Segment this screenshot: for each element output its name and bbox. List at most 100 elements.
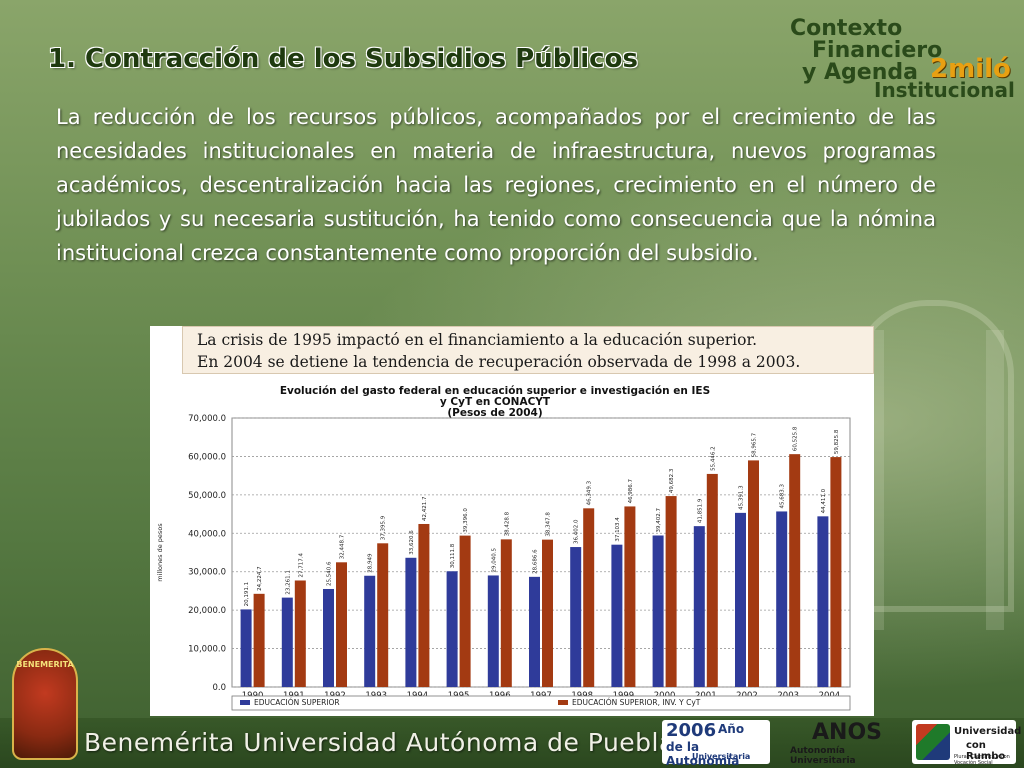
bar-educacion-superior bbox=[529, 576, 540, 687]
bar-educacion-superior-inv-cyt bbox=[706, 473, 718, 687]
badge3-line-3: Plural, Científica y con Vocación Social bbox=[954, 754, 1010, 766]
notice-line-2: En 2004 se detiene la tendencia de recup… bbox=[197, 353, 801, 371]
badge-year: 2006 bbox=[666, 720, 717, 741]
badge-line-2: de la Autonomía bbox=[666, 740, 740, 768]
badge3-line-1: Universidad bbox=[954, 726, 1022, 737]
data-label: 46,349.3 bbox=[587, 480, 593, 505]
slide-title: 1. Contracción de los Subsidios Públicos bbox=[48, 44, 638, 74]
chart-figure: La crisis de 1995 impactó en el financia… bbox=[150, 326, 874, 716]
buap-seal-icon bbox=[12, 648, 78, 760]
legend-label: EDUCACIÓN SUPERIOR, INV. Y CyT bbox=[572, 698, 701, 707]
data-label: 45,683.3 bbox=[780, 483, 786, 508]
data-label: 30,111.8 bbox=[450, 543, 456, 568]
data-label: 28,686.6 bbox=[533, 549, 539, 574]
y-axis-label: millones de pesos bbox=[156, 523, 164, 582]
bar-educacion-superior bbox=[693, 526, 705, 687]
data-label: 27,717.4 bbox=[298, 552, 304, 577]
y-tick-label: 0.0 bbox=[212, 683, 226, 693]
logo-line-3: y Agenda bbox=[802, 60, 918, 85]
anos-autonomia-badge: ANOS Autonomía Universitaria bbox=[790, 720, 902, 766]
legend-label: EDUCACIÓN SUPERIOR bbox=[254, 698, 340, 707]
legend-swatch bbox=[558, 700, 568, 705]
bar-educacion-superior bbox=[735, 512, 746, 687]
bar-educacion-superior-inv-cyt bbox=[294, 580, 306, 687]
y-tick-label: 20,000.0 bbox=[188, 606, 226, 616]
bar-educacion-superior bbox=[817, 516, 829, 687]
bar-educacion-superior-inv-cyt bbox=[830, 457, 842, 687]
data-label: 42,421.7 bbox=[422, 496, 428, 521]
bar-educacion-superior bbox=[652, 535, 664, 687]
data-label: 55,446.2 bbox=[710, 446, 716, 471]
data-label: 59,825.8 bbox=[834, 429, 840, 454]
data-label: 33,620.6 bbox=[409, 530, 415, 555]
y-tick-label: 50,000.0 bbox=[188, 491, 226, 501]
data-label: 20,191.1 bbox=[244, 582, 250, 607]
badge3-line-2: con Rumbo bbox=[966, 740, 1006, 762]
bar-educacion-superior bbox=[405, 557, 417, 687]
plot-area bbox=[231, 417, 851, 688]
chart-title-line-3: (Pesos de 2004) bbox=[447, 407, 543, 419]
logo-line-1: Contexto bbox=[790, 16, 903, 41]
legend-swatch bbox=[240, 700, 250, 705]
footer-university-name: Benemérita Universidad Autónoma de Puebl… bbox=[84, 728, 675, 757]
data-label: 39,402.7 bbox=[656, 507, 662, 532]
chart-title: Evolución del gasto federal en educación… bbox=[190, 386, 800, 419]
bar-educacion-superior bbox=[570, 547, 582, 687]
bar-educacion-superior-inv-cyt bbox=[500, 539, 512, 687]
legend-box bbox=[231, 695, 851, 711]
badge2-big: ANOS bbox=[812, 720, 882, 745]
data-label: 37,395.9 bbox=[381, 515, 387, 540]
chart-title-line-2: y CyT en CONACYT bbox=[439, 396, 551, 408]
data-label: 46,986.7 bbox=[628, 478, 634, 503]
bar-educacion-superior bbox=[446, 571, 458, 687]
slide-paragraph: La reducción de los recursos públicos, a… bbox=[56, 105, 936, 265]
logo-year: 2miló bbox=[930, 54, 1011, 84]
universidad-con-rumbo-badge: Universidad con Rumbo Plural, Científica… bbox=[912, 720, 1021, 766]
footer-band bbox=[0, 718, 1024, 768]
data-label: 38,347.8 bbox=[546, 512, 552, 537]
data-label: 39,396.0 bbox=[463, 508, 469, 533]
y-tick-label: 70,000.0 bbox=[188, 414, 226, 424]
bar-educacion-superior-inv-cyt bbox=[459, 535, 471, 687]
y-tick-label: 40,000.0 bbox=[188, 529, 226, 539]
bar-educacion-superior bbox=[487, 575, 499, 687]
bar-chart: 0.0 10,000.0 20,000.0 30,000.0 40,000.0 50,00… bbox=[156, 414, 851, 711]
bar-educacion-superior-inv-cyt bbox=[542, 539, 553, 687]
badge-anos: Año bbox=[718, 722, 745, 736]
autonomia-badge: 2006 Año de la Autonomía Universitaria bbox=[662, 720, 770, 768]
bar-educacion-superior bbox=[240, 609, 252, 687]
data-label: 32,448.7 bbox=[340, 534, 346, 559]
data-label: 60,525.8 bbox=[793, 426, 799, 451]
contexto-financiero-logo: Contexto Financiero y Agenda Institucion… bbox=[782, 14, 1015, 102]
data-label: 44,411.0 bbox=[821, 488, 827, 513]
logo-line-4: Institucional bbox=[874, 78, 1015, 102]
data-label: 45,391.3 bbox=[739, 485, 745, 510]
bar-educacion-superior-inv-cyt bbox=[789, 454, 801, 687]
bar-educacion-superior bbox=[776, 511, 788, 687]
logo-line-2: Financiero bbox=[812, 38, 943, 63]
bar-educacion-superior-inv-cyt bbox=[377, 543, 389, 687]
bar-educacion-superior-inv-cyt bbox=[665, 496, 677, 687]
bar-educacion-superior bbox=[364, 575, 376, 687]
bar-educacion-superior bbox=[323, 588, 334, 687]
data-label: 37,103.4 bbox=[615, 517, 621, 542]
notice-line-1: La crisis de 1995 impactó en el financia… bbox=[197, 331, 758, 349]
bar-educacion-superior bbox=[611, 544, 623, 687]
bar-educacion-superior-inv-cyt bbox=[336, 562, 347, 687]
data-label: 41,851.9 bbox=[697, 498, 703, 523]
y-tick-label: 10,000.0 bbox=[188, 645, 226, 655]
bar-educacion-superior bbox=[281, 597, 293, 687]
data-label: 36,402.0 bbox=[574, 519, 580, 544]
seal-text: BENEMERITA bbox=[16, 660, 74, 669]
rumbo-logo-icon bbox=[916, 724, 950, 760]
background-column bbox=[986, 330, 1004, 630]
data-label: 29,040.5 bbox=[491, 547, 497, 572]
data-label: 38,428.8 bbox=[504, 511, 510, 536]
bar-educacion-superior-inv-cyt bbox=[418, 523, 430, 687]
data-label: 25,540.6 bbox=[327, 561, 333, 586]
chart-title-line-1: Evolución del gasto federal en educación… bbox=[279, 385, 711, 397]
data-label: 49,682.3 bbox=[669, 468, 675, 493]
notice-box: La crisis de 1995 impactó en el financia… bbox=[182, 326, 874, 374]
data-label: 28,949 bbox=[368, 553, 374, 573]
bar-educacion-superior-inv-cyt bbox=[253, 593, 265, 687]
